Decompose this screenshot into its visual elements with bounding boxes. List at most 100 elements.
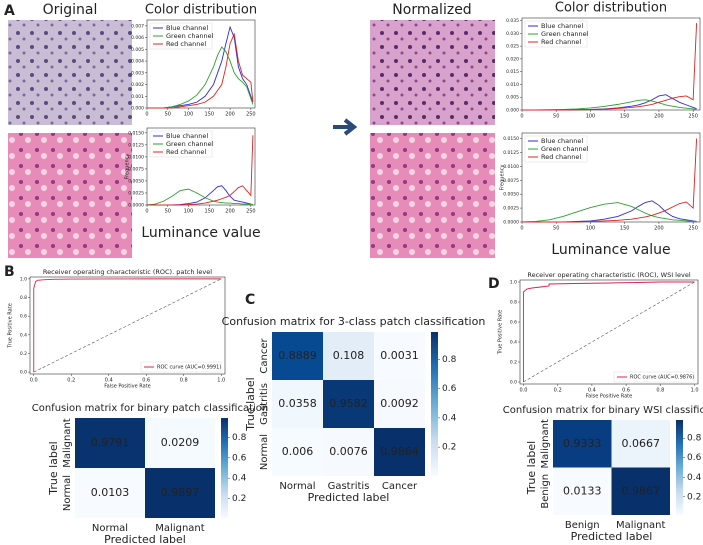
y-tick-label: 0.0150: [503, 136, 519, 142]
x-tick-label: 100: [184, 112, 194, 118]
heatmap-cell: [323, 332, 374, 380]
tissue-image: [370, 133, 495, 258]
legend-label: Red channel: [166, 148, 206, 156]
y-tick-label: Benign: [540, 474, 551, 509]
y-axis-label: Frequency: [500, 165, 506, 191]
x-tick-label: 100: [586, 226, 596, 232]
y-tick-label: 0.0: [20, 370, 27, 376]
line-series: [522, 138, 698, 223]
y-tick-label: 0.6: [20, 314, 27, 320]
x-tick-label: 0.2: [67, 378, 75, 384]
y-tick-label: Malignant: [540, 419, 551, 468]
y-tick-label: 0.8: [20, 295, 27, 301]
y-tick-label: 1.0: [20, 276, 27, 282]
x-tick-label: 0.4: [588, 388, 596, 394]
arrow: [333, 118, 358, 136]
x-tick-label: 250: [688, 114, 698, 120]
x-tick-label: Gastritis: [328, 481, 370, 492]
x-tick-label: 0: [145, 209, 148, 215]
x-tick-label: 0.4: [105, 378, 113, 384]
y-axis-label: True Positive Rate: [8, 303, 14, 349]
x-tick-label: 200: [225, 112, 235, 118]
cell-label: 0.9864: [380, 445, 419, 458]
tissue-image: [8, 133, 132, 258]
y-tick-label: 0.4: [510, 340, 517, 346]
heatmap-cell: [323, 428, 374, 476]
y-tick-label: 0.0050: [503, 192, 519, 198]
chart-title: Confusion matrix for binary patch classi…: [32, 403, 269, 414]
panel-letter: B: [4, 264, 15, 280]
cell-label: 0.9333: [563, 437, 602, 450]
cell-label: 0.9897: [161, 486, 200, 499]
x-tick-label: 0.8: [180, 378, 188, 384]
y-axis-label: Frequency: [125, 154, 131, 180]
y-tick-label: 0.0025: [503, 206, 519, 212]
heatmap-cell: [611, 467, 670, 515]
heatmap-cell: [553, 420, 612, 468]
cell-label: 0.0133: [563, 484, 602, 497]
chart-title: Color distribution: [555, 1, 667, 16]
reference-diagonal: [523, 281, 695, 383]
x-tick-label: 0.2: [554, 388, 562, 394]
y-axis-label: True label: [244, 377, 257, 431]
heatmap-cell: [323, 380, 374, 428]
cell-label: 0.8889: [278, 349, 317, 362]
cell-label: 0.9791: [91, 436, 130, 449]
x-axis-label: False Positive Rate: [586, 394, 632, 400]
x-axis-label: Luminance value: [551, 242, 670, 258]
x-tick-label: Malignant: [616, 520, 665, 531]
x-axis-label: Luminance value: [141, 225, 260, 241]
y-tick-label: 0.0050: [128, 178, 144, 184]
legend-label: Red channel: [166, 40, 206, 48]
x-axis-label: Predicted label: [104, 533, 186, 545]
x-tick-label: 150: [620, 114, 630, 120]
x-tick-label: 250: [246, 209, 256, 215]
legend-label: Green channel: [166, 32, 214, 40]
legend-box: [613, 371, 695, 383]
colorbar: [676, 420, 683, 515]
y-tick-label: 0.0: [510, 380, 517, 386]
legend-label: Blue channel: [166, 132, 208, 140]
x-tick-label: 150: [205, 209, 215, 215]
legend-box: [140, 361, 222, 373]
legend-label: Green channel: [541, 145, 589, 153]
cell-label: 0.0358: [278, 397, 317, 410]
colorbar-tick-label: 0.2: [442, 443, 456, 453]
y-tick-label: Normal: [259, 434, 270, 470]
x-tick-label: 200: [654, 226, 664, 232]
x-tick-label: 1.0: [217, 378, 225, 384]
legend-label: Green channel: [166, 140, 214, 148]
y-tick-label: 0.0150: [128, 130, 144, 136]
heatmap-cell: [272, 380, 323, 428]
y-axis-label: True label: [47, 441, 60, 495]
x-tick-label: 50: [165, 112, 171, 118]
chart-title: Receiver operating characteristic (ROC).…: [43, 268, 212, 276]
colorbar-tick-label: 0.2: [687, 492, 701, 502]
cell-label: 0.0103: [91, 486, 130, 499]
y-tick-label: 0.020: [506, 56, 519, 62]
colorbar-tick-label: 0.2: [232, 494, 246, 504]
y-tick-label: 0.8: [510, 300, 517, 306]
heatmap-cell: [611, 420, 670, 468]
colorbar-tick-label: 0.8: [687, 434, 702, 444]
y-tick-label: 0.025: [506, 44, 519, 50]
x-tick-label: 50: [553, 226, 559, 232]
panel-letter: A: [4, 3, 15, 19]
tissue-image: [8, 20, 132, 125]
y-tick-label: 0.0000: [503, 220, 519, 226]
tissue-image: [370, 20, 495, 125]
legend-label: ROC curve (AUC=0.9991): [157, 365, 221, 371]
x-tick-label: 100: [586, 114, 596, 120]
legend-label: Blue channel: [541, 137, 583, 145]
y-tick-label: 0.004: [131, 59, 144, 65]
x-tick-label: 150: [620, 226, 630, 232]
colorbar: [221, 418, 228, 518]
x-tick-label: 0.8: [656, 388, 664, 394]
line-series: [522, 99, 697, 111]
x-axis-label: Predicted label: [308, 491, 390, 504]
chart-title: Confusion matrix for 3-class patch class…: [222, 315, 486, 328]
line-series: [521, 202, 697, 223]
y-tick-label: Normal: [62, 475, 73, 511]
line-series: [147, 135, 254, 206]
y-tick-label: 0.2: [510, 360, 517, 366]
